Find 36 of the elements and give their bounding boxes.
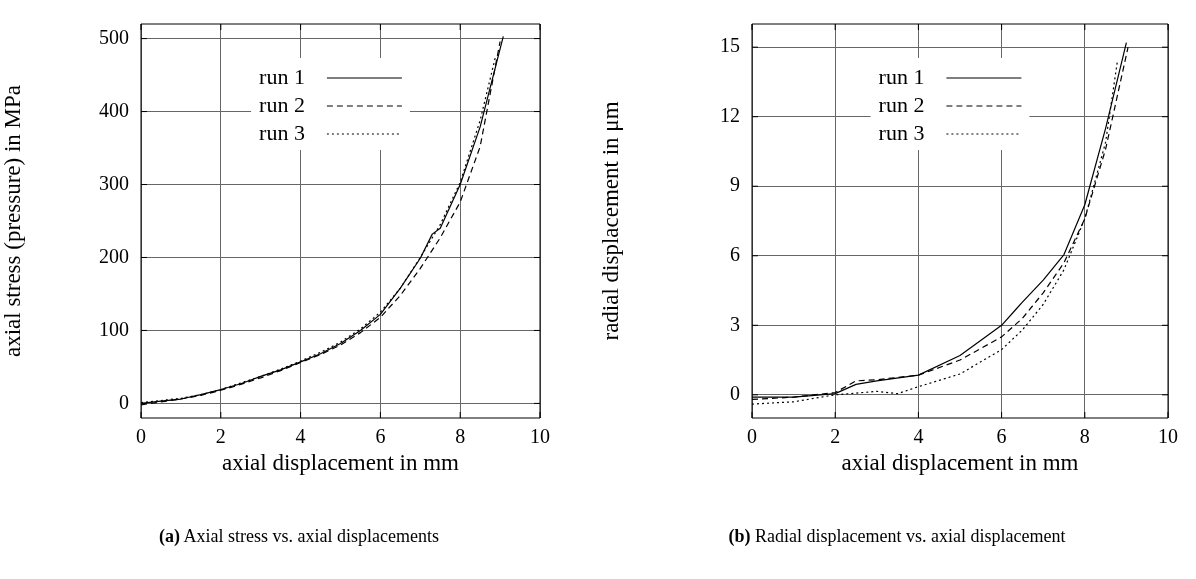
- x-tick-label: 8: [1079, 425, 1090, 448]
- x-tick-label: 0: [747, 425, 757, 448]
- legend-label: run 1: [259, 63, 305, 89]
- x-axis-title: axial displacement in mm: [841, 450, 1079, 476]
- y-tick-label: 3: [730, 312, 740, 335]
- x-tick-label: 10: [530, 425, 550, 448]
- y-axis-title: axial stress (pressure) in MPa: [0, 84, 25, 358]
- x-tick-label: 4: [295, 425, 306, 448]
- y-axis-title: radial displacement in μm: [597, 101, 623, 341]
- x-tick-label: 8: [455, 425, 466, 448]
- legend-label: run 3: [259, 119, 305, 145]
- y-tick-label: 500: [99, 25, 129, 48]
- legend-label: run 3: [878, 119, 925, 145]
- y-tick-label: 15: [720, 34, 740, 57]
- legend-label: run 2: [878, 91, 925, 117]
- x-tick-label: 4: [913, 425, 924, 448]
- y-tick-label: 9: [730, 173, 740, 196]
- y-tick-label: 0: [119, 390, 129, 413]
- y-tick-label: 6: [730, 243, 740, 266]
- x-tick-label: 6: [375, 425, 386, 448]
- legend-label: run 2: [259, 91, 305, 117]
- x-axis-title: axial displacement in mm: [222, 450, 460, 476]
- text: (b) Radial displacement vs. axial displacement: [727, 526, 1067, 547]
- x-tick-label: 6: [996, 425, 1007, 448]
- x-tick-label: 2: [215, 425, 226, 448]
- x-tick-label: 0: [136, 425, 146, 448]
- y-tick-label: 200: [99, 244, 129, 267]
- y-tick-label: 100: [99, 317, 129, 340]
- legend-label: run 1: [878, 63, 925, 89]
- x-tick-label: 2: [830, 425, 841, 448]
- text: (a) Axial stress vs. axial displacements: [158, 526, 440, 547]
- y-tick-label: 300: [99, 171, 129, 194]
- y-tick-label: 400: [99, 98, 129, 121]
- y-tick-label: 0: [730, 382, 740, 405]
- y-tick-label: 12: [720, 103, 740, 126]
- x-tick-label: 10: [1158, 425, 1178, 448]
